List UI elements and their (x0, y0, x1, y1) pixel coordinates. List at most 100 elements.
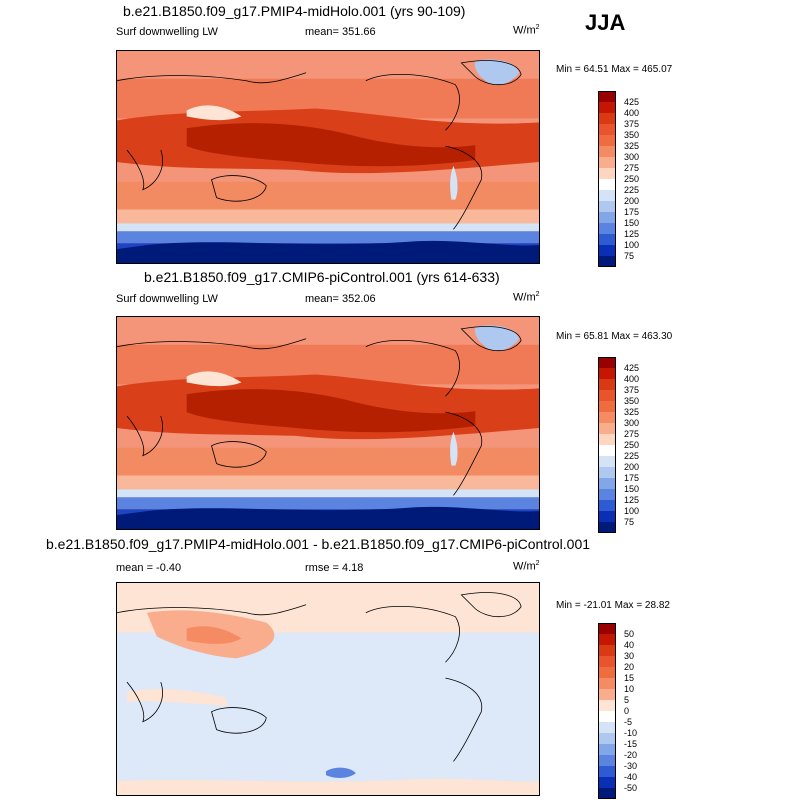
season-label: JJA (585, 10, 626, 35)
colorbar-swatch (598, 678, 616, 689)
colorbar-tick-label: 175 (624, 207, 640, 217)
colorbar-tick-label: -40 (624, 772, 638, 782)
panel-2-colorbar (598, 357, 616, 533)
panel-3-colorbar (598, 623, 616, 799)
colorbar-swatch (598, 755, 616, 766)
colorbar-swatch (598, 722, 616, 733)
colorbar-swatch (598, 623, 616, 634)
panel-2-title: b.e21.B1850.f09_g17.CMIP6-piControl.001 … (144, 269, 500, 285)
colorbar-tick-label: 50 (624, 629, 635, 639)
colorbar-swatch (598, 434, 616, 445)
colorbar-tick-label: 225 (624, 185, 640, 195)
colorbar-swatch (598, 667, 616, 678)
panel-2-map (116, 316, 540, 530)
colorbar-tick-label: -50 (624, 783, 638, 793)
colorbar-swatch (598, 245, 616, 256)
panel-3-rmse: rmse = 4.18 (305, 562, 364, 574)
colorbar-swatch (598, 788, 616, 799)
panel-1-units: W/m2 (513, 24, 540, 37)
colorbar-tick-label: 125 (624, 495, 640, 505)
colorbar-tick-label: 275 (624, 163, 640, 173)
colorbar-tick-label: 200 (624, 196, 640, 206)
colorbar-tick-label: 200 (624, 462, 640, 472)
panel-2-map-field (117, 317, 539, 529)
colorbar-tick-label: 300 (624, 152, 640, 162)
colorbar-swatch (598, 223, 616, 234)
panel-1-minmax: Min = 64.51 Max = 465.07 (556, 64, 673, 75)
colorbar-swatch (598, 423, 616, 434)
colorbar-swatch (598, 368, 616, 379)
colorbar-swatch (598, 489, 616, 500)
panel-3-mean: mean = -0.40 (116, 562, 182, 574)
colorbar-swatch (598, 777, 616, 788)
colorbar-swatch (598, 733, 616, 744)
colorbar-tick-label: 75 (624, 251, 635, 261)
colorbar-swatch (598, 146, 616, 157)
panel-1-map (116, 50, 540, 264)
panel-2-minmax: Min = 65.81 Max = 463.30 (556, 331, 673, 342)
panel-3-map-field (117, 583, 539, 795)
colorbar-tick-label: 275 (624, 429, 640, 439)
colorbar-tick-label: 325 (624, 407, 640, 417)
colorbar-tick-label: 425 (624, 97, 640, 107)
colorbar-tick-label: 425 (624, 363, 640, 373)
colorbar-tick-label: 40 (624, 640, 635, 650)
colorbar-swatch (598, 179, 616, 190)
panel-1-map-field (117, 51, 539, 263)
panel-3-title: b.e21.B1850.f09_g17.PMIP4-midHolo.001 - … (46, 536, 591, 552)
colorbar-swatch (598, 91, 616, 102)
colorbar-tick-label: 350 (624, 396, 640, 406)
colorbar-tick-label: 20 (624, 662, 635, 672)
colorbar-swatch (598, 357, 616, 368)
colorbar-tick-label: -5 (624, 717, 633, 727)
panel-3-minmax: Min = -21.01 Max = 28.82 (556, 600, 670, 611)
panel-1-colorbar (598, 91, 616, 267)
colorbar-swatch (598, 201, 616, 212)
colorbar-tick-label: 250 (624, 440, 640, 450)
colorbar-tick-label: 0 (624, 706, 630, 716)
colorbar-swatch (598, 467, 616, 478)
colorbar-tick-label: 400 (624, 108, 640, 118)
colorbar-swatch (598, 645, 616, 656)
colorbar-swatch (598, 212, 616, 223)
colorbar-swatch (598, 744, 616, 755)
colorbar-swatch (598, 478, 616, 489)
panel-1-title: b.e21.B1850.f09_g17.PMIP4-midHolo.001 (y… (123, 3, 466, 19)
colorbar-swatch (598, 234, 616, 245)
colorbar-tick-label: 325 (624, 141, 640, 151)
panel-2-units: W/m2 (513, 291, 540, 304)
colorbar-tick-label: 15 (624, 673, 635, 683)
colorbar-swatch (598, 412, 616, 423)
colorbar-swatch (598, 511, 616, 522)
colorbar-tick-label: 250 (624, 174, 640, 184)
colorbar-tick-label: -30 (624, 761, 638, 771)
panel-3-map (116, 582, 540, 796)
colorbar-swatch (598, 168, 616, 179)
colorbar-swatch (598, 190, 616, 201)
colorbar-tick-label: 125 (624, 229, 640, 239)
colorbar-swatch (598, 456, 616, 467)
colorbar-swatch (598, 500, 616, 511)
colorbar-swatch (598, 401, 616, 412)
colorbar-swatch (598, 634, 616, 645)
colorbar-tick-label: -10 (624, 728, 638, 738)
colorbar-tick-label: 100 (624, 240, 640, 250)
colorbar-tick-label: 375 (624, 119, 640, 129)
colorbar-swatch (598, 390, 616, 401)
colorbar-tick-label: 300 (624, 418, 640, 428)
colorbar-tick-label: 225 (624, 451, 640, 461)
colorbar-tick-label: 10 (624, 684, 635, 694)
panel-1-mean: mean= 351.66 (305, 26, 376, 38)
colorbar-swatch (598, 157, 616, 168)
colorbar-swatch (598, 256, 616, 267)
colorbar-swatch (598, 766, 616, 777)
colorbar-swatch (598, 445, 616, 456)
colorbar-tick-label: 150 (624, 484, 640, 494)
colorbar-tick-label: 400 (624, 374, 640, 384)
colorbar-tick-label: 175 (624, 473, 640, 483)
colorbar-tick-label: 5 (624, 695, 630, 705)
colorbar-swatch (598, 379, 616, 390)
colorbar-tick-label: -20 (624, 750, 638, 760)
panel-2-variable: Surf downwelling LW (116, 293, 218, 305)
panel-3-units: W/m2 (513, 560, 540, 573)
